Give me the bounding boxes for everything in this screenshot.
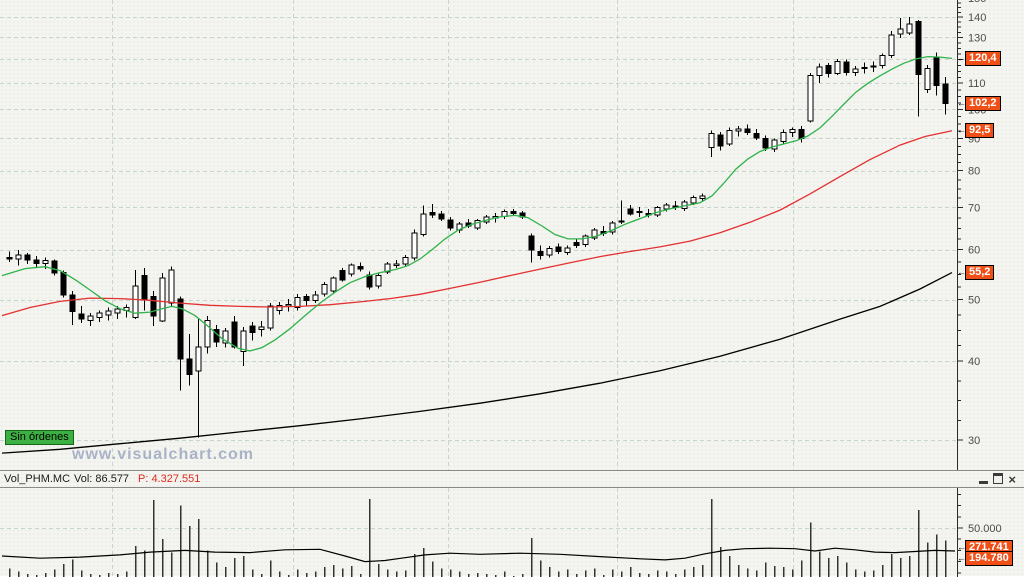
- volume-axis: 50.000 ← 271.741 ← 194.780: [957, 487, 1024, 577]
- volume-ma-line: [1, 547, 956, 563]
- marker-value: 55,2: [965, 265, 995, 281]
- volume-series-label: Vol_PHM.MC: [4, 473, 71, 485]
- marker-value: 194.780: [965, 550, 1013, 566]
- no-orders-badge: Sin órdenes: [5, 430, 74, 445]
- marker-arrow-icon: ←: [957, 267, 966, 278]
- price-tick-label: 80: [968, 166, 980, 178]
- marker-value: 92,5: [965, 123, 995, 139]
- gridlines: [0, 0, 957, 470]
- marker-arrow-icon: ←: [957, 52, 966, 63]
- price-tick-label: 70: [968, 202, 980, 214]
- price-tick-label: 30: [968, 435, 980, 447]
- price-tick-label: 110: [968, 78, 986, 90]
- marker-arrow-icon: ←: [957, 97, 966, 108]
- marker-arrow-icon: ←: [957, 552, 966, 563]
- volume-bars: [9, 498, 947, 577]
- candlestick-chart-canvas: [0, 0, 957, 470]
- volume-pane: [0, 487, 957, 577]
- volume-tick-label: 50.000: [968, 523, 1002, 535]
- ma-mid-red: [1, 130, 953, 317]
- price-tick-label: 150: [968, 0, 986, 5]
- marker-value: 102,2: [965, 95, 1001, 111]
- marker-arrow-icon: ←: [957, 125, 966, 136]
- subwindow-controls: ×: [979, 472, 1016, 487]
- minimize-icon[interactable]: [979, 472, 989, 484]
- marker-arrow-icon: ←: [957, 541, 966, 552]
- close-icon[interactable]: ×: [1008, 472, 1016, 487]
- last-value-marker: ← 55,2: [957, 265, 995, 281]
- watermark: www.visualchart.com: [72, 446, 255, 463]
- last-value-marker: ← 102,2: [957, 95, 1001, 111]
- volume-last-value-marker: ← 194.780: [957, 550, 1013, 566]
- price-tick-label: 60: [968, 245, 980, 257]
- price-tick-label: 130: [968, 32, 986, 44]
- volume-chart-canvas: [0, 488, 957, 577]
- price-tick-label: 140: [968, 12, 986, 24]
- restore-icon[interactable]: [993, 473, 1004, 484]
- ma-short-green: [1, 55, 953, 352]
- ma-long-black: [1, 272, 953, 454]
- volume-axis-scale: 50.000: [957, 488, 1002, 577]
- last-value-marker: ← 92,5: [957, 123, 995, 139]
- position-value-label: P: 4.327.551: [138, 473, 201, 485]
- price-axis-scale: 15014013012011010090807060504030: [957, 0, 986, 470]
- candles: [6, 16, 949, 438]
- volume-pane-header: Vol_PHM.MC Vol: 86.577 P: 4.327.551 ×: [0, 470, 1024, 488]
- price-tick-label: 40: [968, 356, 980, 368]
- marker-value: 120,4: [965, 50, 1001, 66]
- price-tick-label: 50: [968, 295, 980, 307]
- price-pane: Sin órdenes www.visualchart.com: [0, 0, 957, 470]
- volume-gridlines: [0, 488, 957, 577]
- last-value-marker: ← 120,4: [957, 50, 1001, 66]
- price-axis: 15014013012011010090807060504030 ←120,4←…: [957, 0, 1024, 470]
- volume-value-label: Vol: 86.577: [74, 473, 130, 485]
